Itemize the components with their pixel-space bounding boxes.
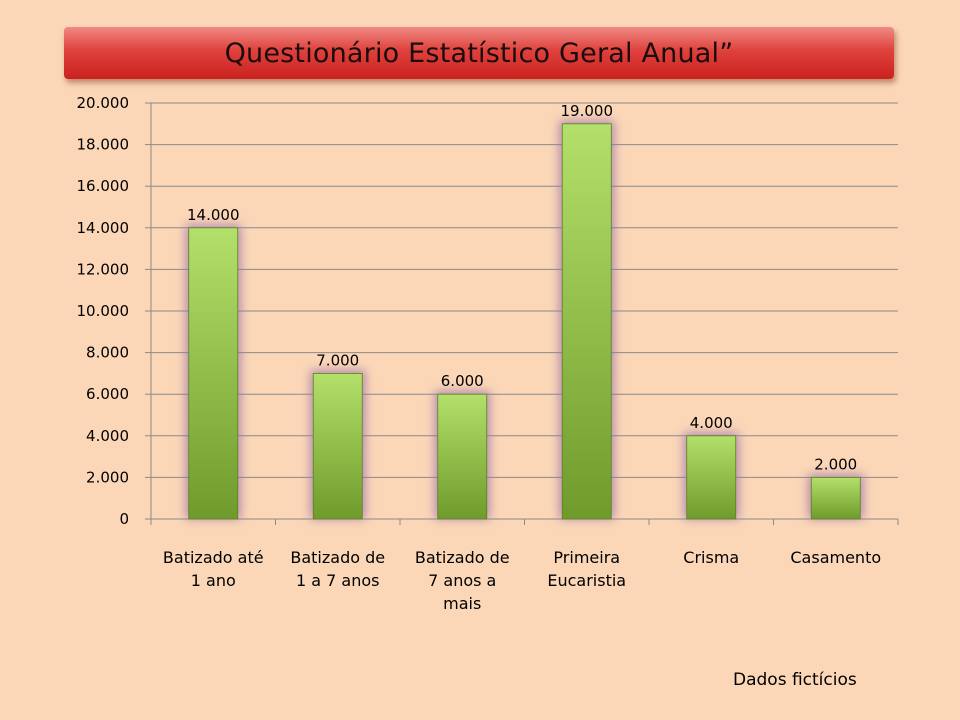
category-label-line: Batizado de bbox=[415, 548, 510, 567]
data-label: 4.000 bbox=[690, 414, 733, 432]
category-label: Batizado até 1 ano bbox=[163, 548, 264, 590]
category-label: Batizado de 1 a 7 anos bbox=[290, 548, 385, 590]
category-label: Primeira Eucaristia bbox=[547, 548, 626, 590]
y-tick-label: 14.000 bbox=[77, 219, 130, 237]
category-label-line: 1 ano bbox=[191, 571, 236, 590]
y-tick-label: 2.000 bbox=[86, 468, 129, 486]
y-tick-label: 12.000 bbox=[77, 260, 130, 278]
category-label: Crisma bbox=[683, 548, 739, 567]
category-label-line: Casamento bbox=[790, 548, 881, 567]
bar bbox=[188, 227, 239, 520]
bar bbox=[312, 372, 363, 520]
bar bbox=[437, 393, 488, 520]
category-label: Casamento bbox=[790, 548, 881, 567]
category-label-line: Batizado de bbox=[290, 548, 385, 567]
data-label: 6.000 bbox=[441, 372, 484, 390]
category-label-line: Eucaristia bbox=[547, 571, 626, 590]
data-label: 19.000 bbox=[561, 102, 614, 120]
y-tick-label: 8.000 bbox=[86, 344, 129, 362]
y-tick-label: 20.000 bbox=[77, 94, 130, 112]
y-tick-label: 16.000 bbox=[77, 177, 130, 195]
category-label-line: Crisma bbox=[683, 548, 739, 567]
footnote: Dados fictícios bbox=[733, 670, 857, 690]
category-label-line: mais bbox=[443, 594, 481, 613]
data-label: 7.000 bbox=[316, 351, 359, 369]
y-tick-label: 0 bbox=[119, 510, 129, 528]
bar bbox=[810, 476, 861, 520]
category-label-line: 7 anos a bbox=[428, 571, 496, 590]
category-label-line: 1 a 7 anos bbox=[296, 571, 380, 590]
y-tick-label: 18.000 bbox=[77, 136, 130, 154]
category-label: Batizado de 7 anos a mais bbox=[415, 548, 510, 613]
bar bbox=[686, 435, 737, 520]
data-labels: 14.000 7.000 6.000 19.000 4.000 2.000 bbox=[187, 102, 857, 474]
gridlines bbox=[151, 102, 898, 478]
chart-title: Questionário Estatístico Geral Anual” bbox=[224, 37, 734, 69]
category-label-line: Batizado até bbox=[163, 548, 264, 567]
bar bbox=[561, 123, 612, 520]
y-tick-label: 6.000 bbox=[86, 385, 129, 403]
y-tick-label: 4.000 bbox=[86, 427, 129, 445]
category-label-line: Primeira bbox=[553, 548, 620, 567]
data-label: 14.000 bbox=[187, 206, 240, 224]
y-tick-labels: 0 2.000 4.000 6.000 8.000 10.000 12.000 14.000 1… bbox=[77, 94, 130, 528]
bars bbox=[185, 120, 864, 520]
data-label: 2.000 bbox=[814, 455, 857, 473]
axes bbox=[145, 102, 899, 525]
title-banner: Questionário Estatístico Geral Anual” bbox=[64, 27, 894, 79]
y-tick-label: 10.000 bbox=[77, 302, 130, 320]
